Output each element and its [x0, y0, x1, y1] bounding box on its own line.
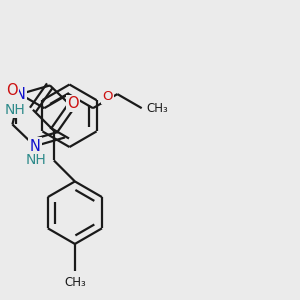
Text: NH: NH [26, 153, 46, 167]
Text: CH₃: CH₃ [146, 102, 168, 115]
Text: N: N [29, 139, 40, 154]
Text: N: N [14, 87, 25, 102]
Text: O: O [102, 90, 113, 103]
Text: CH₃: CH₃ [64, 276, 86, 289]
Text: O: O [67, 96, 79, 111]
Text: O: O [7, 83, 18, 98]
Text: NH: NH [5, 103, 26, 117]
